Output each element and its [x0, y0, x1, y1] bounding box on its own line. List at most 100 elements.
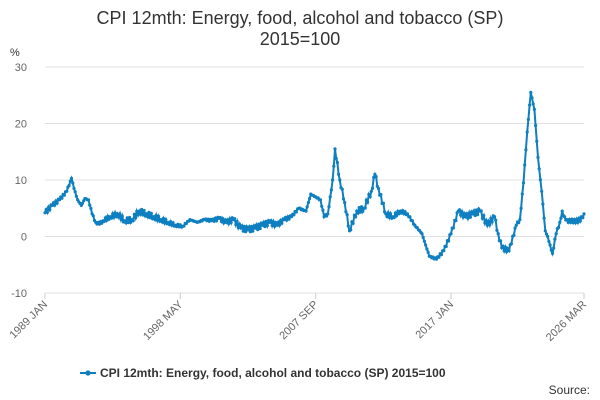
data-point[interactable] — [142, 208, 146, 213]
data-point[interactable] — [444, 244, 448, 249]
data-point[interactable] — [47, 205, 51, 209]
data-point[interactable] — [115, 212, 120, 216]
data-point[interactable] — [262, 220, 266, 224]
data-point[interactable] — [439, 253, 443, 257]
data-point[interactable] — [520, 192, 524, 196]
data-point[interactable] — [426, 250, 430, 254]
data-point[interactable] — [570, 217, 574, 221]
data-point[interactable] — [501, 244, 505, 248]
data-point[interactable] — [107, 217, 111, 221]
data-point[interactable] — [128, 215, 132, 220]
data-point[interactable] — [368, 195, 372, 199]
data-point[interactable] — [321, 208, 325, 212]
data-point[interactable] — [354, 215, 358, 219]
data-point[interactable] — [454, 219, 458, 223]
data-point[interactable] — [366, 200, 370, 204]
data-point[interactable] — [528, 103, 532, 107]
data-point[interactable] — [399, 211, 404, 215]
data-point[interactable] — [389, 212, 393, 216]
data-point[interactable] — [152, 215, 156, 219]
data-point[interactable] — [228, 217, 232, 221]
data-point[interactable] — [476, 213, 480, 217]
data-point[interactable] — [285, 218, 289, 222]
data-point[interactable] — [62, 193, 66, 197]
data-point[interactable] — [279, 219, 283, 223]
data-point[interactable] — [345, 213, 349, 217]
data-point[interactable] — [357, 206, 361, 210]
data-point[interactable] — [163, 221, 167, 225]
data-point[interactable] — [223, 218, 227, 222]
data-point[interactable] — [474, 208, 478, 212]
data-point[interactable] — [287, 217, 291, 221]
data-point[interactable] — [218, 215, 222, 220]
data-point[interactable] — [351, 221, 355, 225]
data-point[interactable] — [105, 218, 109, 222]
data-point[interactable] — [159, 218, 163, 222]
data-point[interactable] — [308, 197, 312, 201]
data-point[interactable] — [397, 212, 401, 216]
data-point[interactable] — [465, 212, 469, 216]
data-point[interactable] — [147, 210, 151, 214]
data-point[interactable] — [543, 229, 547, 233]
data-point[interactable] — [549, 248, 553, 252]
data-point[interactable] — [137, 209, 141, 213]
data-point[interactable] — [460, 210, 464, 214]
data-point[interactable] — [563, 215, 567, 219]
data-point[interactable] — [557, 225, 561, 230]
data-point[interactable] — [113, 211, 117, 215]
data-point[interactable] — [114, 214, 118, 219]
data-point[interactable] — [236, 226, 240, 230]
data-point[interactable] — [392, 216, 396, 220]
data-point[interactable] — [558, 220, 562, 224]
data-point[interactable] — [51, 201, 56, 205]
data-point[interactable] — [401, 209, 405, 213]
data-point[interactable] — [535, 139, 539, 143]
data-point[interactable] — [136, 213, 140, 217]
data-point[interactable] — [514, 223, 518, 227]
data-point[interactable] — [572, 218, 576, 222]
data-point[interactable] — [459, 213, 463, 217]
data-point[interactable] — [349, 228, 353, 232]
data-point[interactable] — [337, 172, 341, 176]
data-point[interactable] — [372, 175, 376, 180]
data-point[interactable] — [479, 209, 483, 213]
data-point[interactable] — [471, 212, 475, 216]
data-point[interactable] — [496, 232, 500, 236]
data-point[interactable] — [542, 216, 546, 220]
data-point[interactable] — [244, 230, 248, 234]
data-point[interactable] — [376, 186, 381, 191]
data-point[interactable] — [482, 214, 486, 218]
data-point[interactable] — [103, 216, 107, 220]
data-point[interactable] — [374, 175, 378, 179]
data-point[interactable] — [341, 197, 346, 201]
data-point[interactable] — [125, 216, 129, 220]
data-point[interactable] — [140, 207, 144, 212]
data-point[interactable] — [530, 96, 534, 100]
data-point[interactable] — [386, 211, 390, 215]
data-point[interactable] — [484, 218, 488, 222]
data-point[interactable] — [80, 201, 85, 205]
data-point[interactable] — [135, 209, 139, 213]
data-point[interactable] — [553, 237, 557, 241]
data-point[interactable] — [112, 215, 116, 219]
legend[interactable]: CPI 12mth: Energy, food, alcohol and tob… — [80, 366, 446, 380]
data-point[interactable] — [437, 255, 441, 259]
data-point[interactable] — [532, 107, 537, 111]
data-point[interactable] — [361, 209, 365, 213]
data-point[interactable] — [442, 249, 446, 253]
data-point[interactable] — [260, 223, 265, 227]
data-point[interactable] — [154, 213, 158, 217]
data-point[interactable] — [57, 198, 62, 202]
data-point[interactable] — [229, 221, 233, 225]
data-point[interactable] — [483, 221, 487, 225]
data-point[interactable] — [74, 194, 78, 198]
data-point[interactable] — [320, 204, 324, 208]
data-point[interactable] — [518, 218, 522, 222]
data-point[interactable] — [328, 195, 332, 199]
data-point[interactable] — [221, 217, 225, 221]
data-point[interactable] — [318, 198, 323, 202]
data-point[interactable] — [529, 90, 533, 94]
data-point[interactable] — [304, 209, 308, 213]
data-point[interactable] — [292, 213, 296, 217]
data-point[interactable] — [326, 212, 330, 216]
